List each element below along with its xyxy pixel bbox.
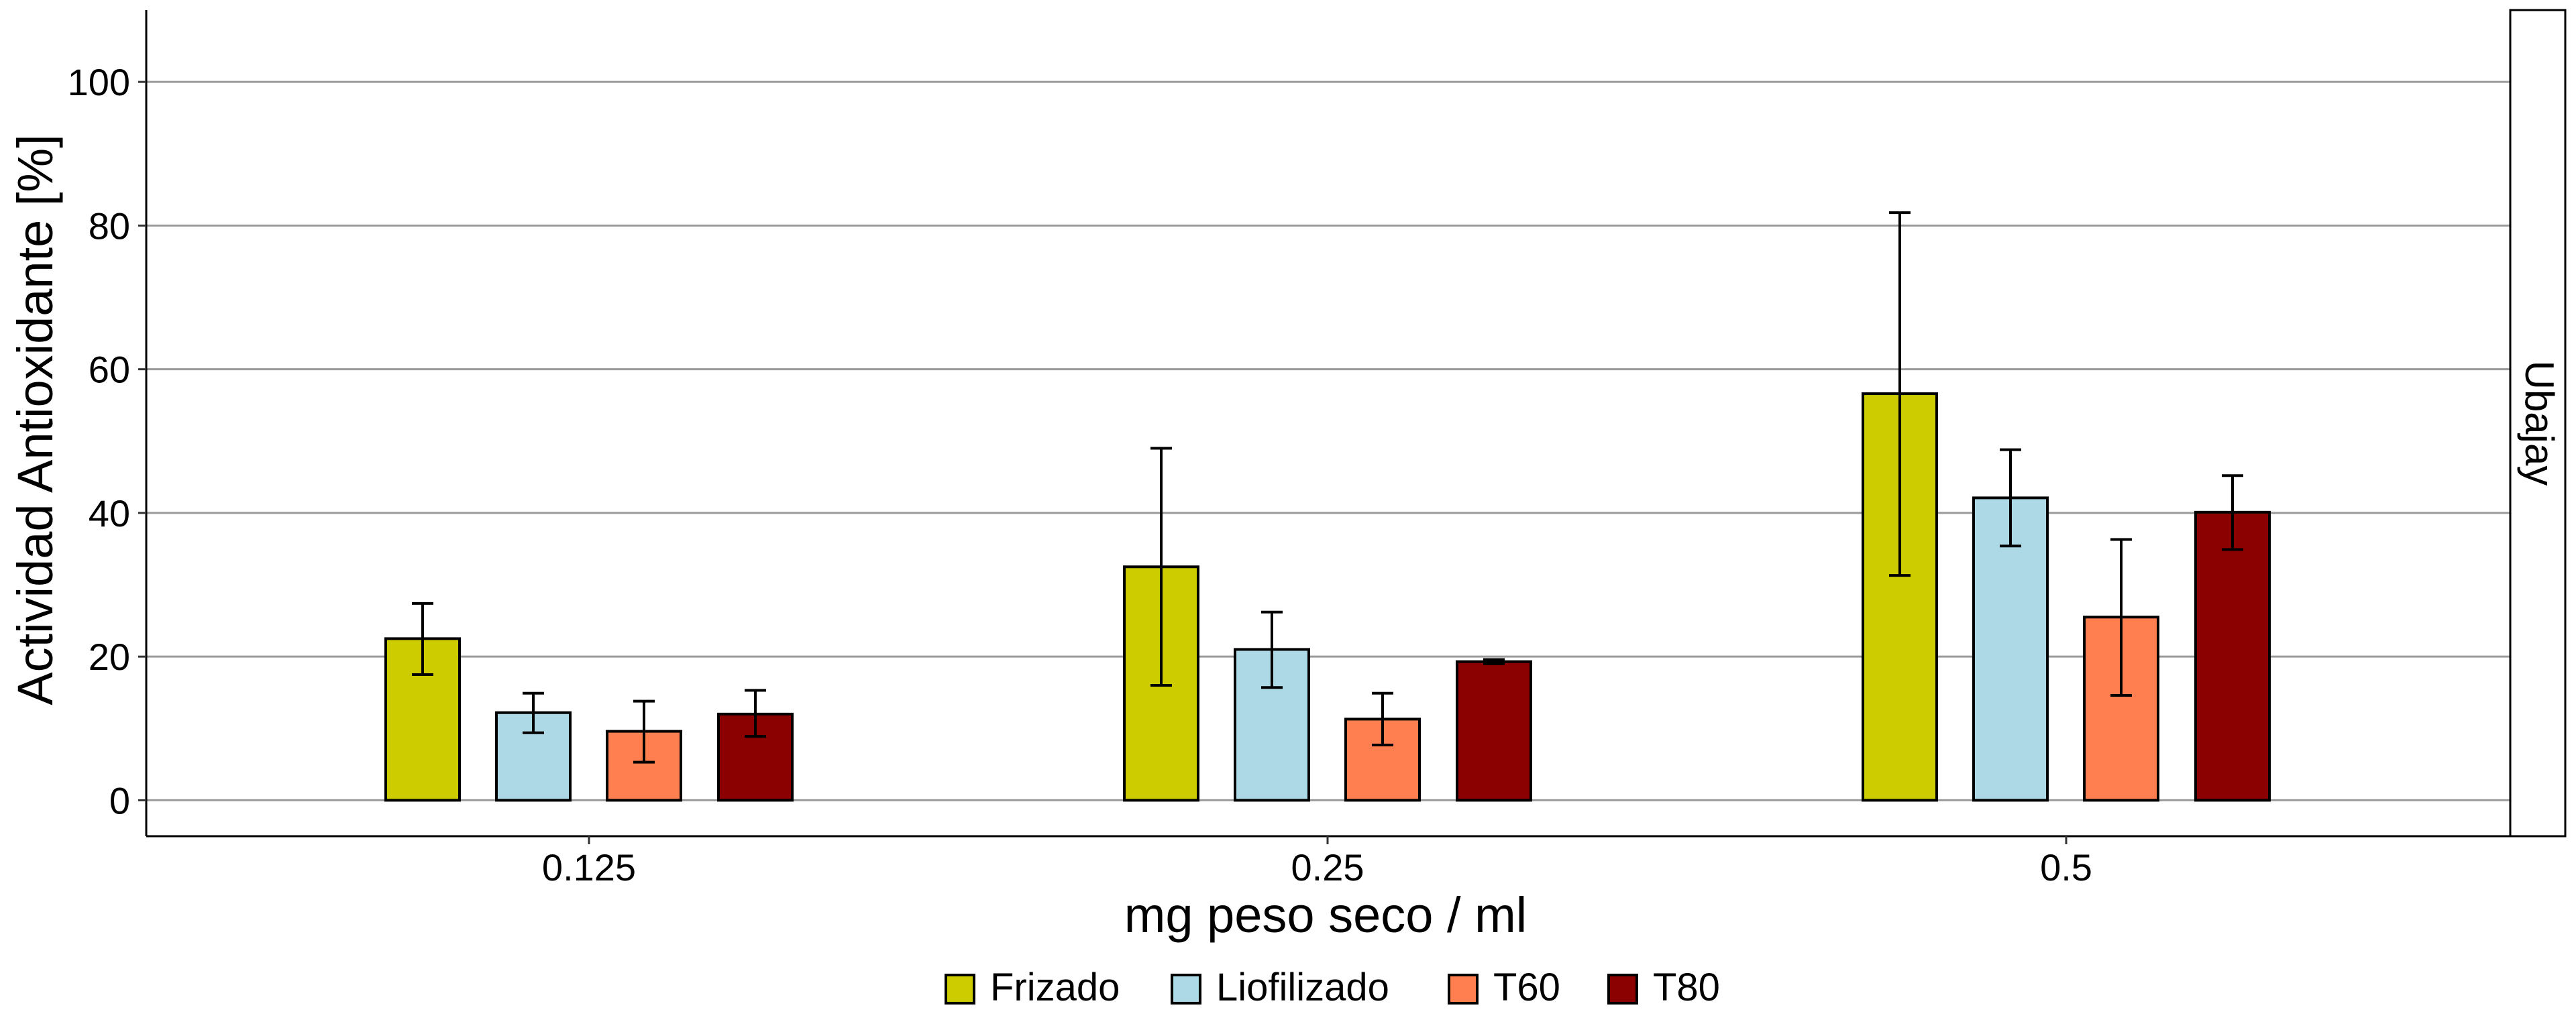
y-tick-label: 0 xyxy=(109,779,130,821)
legend-label: T60 xyxy=(1493,966,1560,1009)
legend-item-t80: T80 xyxy=(1607,966,1720,1009)
legend-label: Liofilizado xyxy=(1216,966,1389,1009)
error-bar-t60-0.5 xyxy=(2110,538,2132,697)
error-bar-t80-0.25 xyxy=(1483,658,1505,665)
legend-key xyxy=(1607,974,1638,1005)
legend-label: T80 xyxy=(1653,966,1720,1009)
error-bar-liofilizado-0.25 xyxy=(1261,610,1283,689)
bars xyxy=(384,392,2271,802)
facet-strip-label: Ubajay xyxy=(2517,361,2562,486)
facet-strip xyxy=(2509,9,2567,838)
error-bar-frizado-0.25 xyxy=(1150,447,1172,687)
legend-key xyxy=(1448,974,1479,1005)
legend-item-frizado: Frizado xyxy=(945,966,1120,1009)
legend-key xyxy=(945,974,975,1005)
error-bar-liofilizado-0.5 xyxy=(2000,448,2021,548)
legend: Frizado Liofilizado T60 T80 xyxy=(945,966,1720,1009)
y-tick-label: 100 xyxy=(68,61,130,103)
x-tick-label: 0.5 xyxy=(2040,846,2092,889)
error-bar-t80-0.5 xyxy=(2222,474,2243,551)
bar-liofilizado-0.5 xyxy=(1972,496,2049,802)
error-bar-t60-0.25 xyxy=(1372,691,1393,746)
x-axis-title: mg peso seco / ml xyxy=(1124,887,1527,943)
x-tick-labels: 0.125 0.25 0.5 xyxy=(542,836,2092,889)
y-tick-label: 40 xyxy=(89,492,130,534)
y-tick-label: 60 xyxy=(89,349,130,391)
bar-t80-0.25 xyxy=(1456,660,1532,802)
legend-item-t60: T60 xyxy=(1448,966,1560,1009)
bar-t80-0.5 xyxy=(2194,510,2271,802)
y-tick-labels: 0 20 40 60 80 100 xyxy=(68,61,146,821)
error-bar-liofilizado-0.125 xyxy=(523,691,544,734)
legend-label: Frizado xyxy=(990,966,1120,1009)
legend-key xyxy=(1171,974,1201,1005)
x-tick-label: 0.25 xyxy=(1291,846,1364,889)
x-tick-label: 0.125 xyxy=(542,846,636,889)
error-bar-frizado-0.5 xyxy=(1889,211,1911,577)
legend-item-liofilizado: Liofilizado xyxy=(1171,966,1389,1009)
y-tick-label: 80 xyxy=(89,205,130,247)
error-bars xyxy=(412,211,2243,764)
y-axis-title: Actividad Antioxidante [%] xyxy=(7,134,63,705)
error-bar-t60-0.125 xyxy=(633,699,655,764)
error-bar-t80-0.125 xyxy=(745,689,766,738)
y-tick-label: 20 xyxy=(89,636,130,678)
error-bar-frizado-0.125 xyxy=(412,602,433,676)
